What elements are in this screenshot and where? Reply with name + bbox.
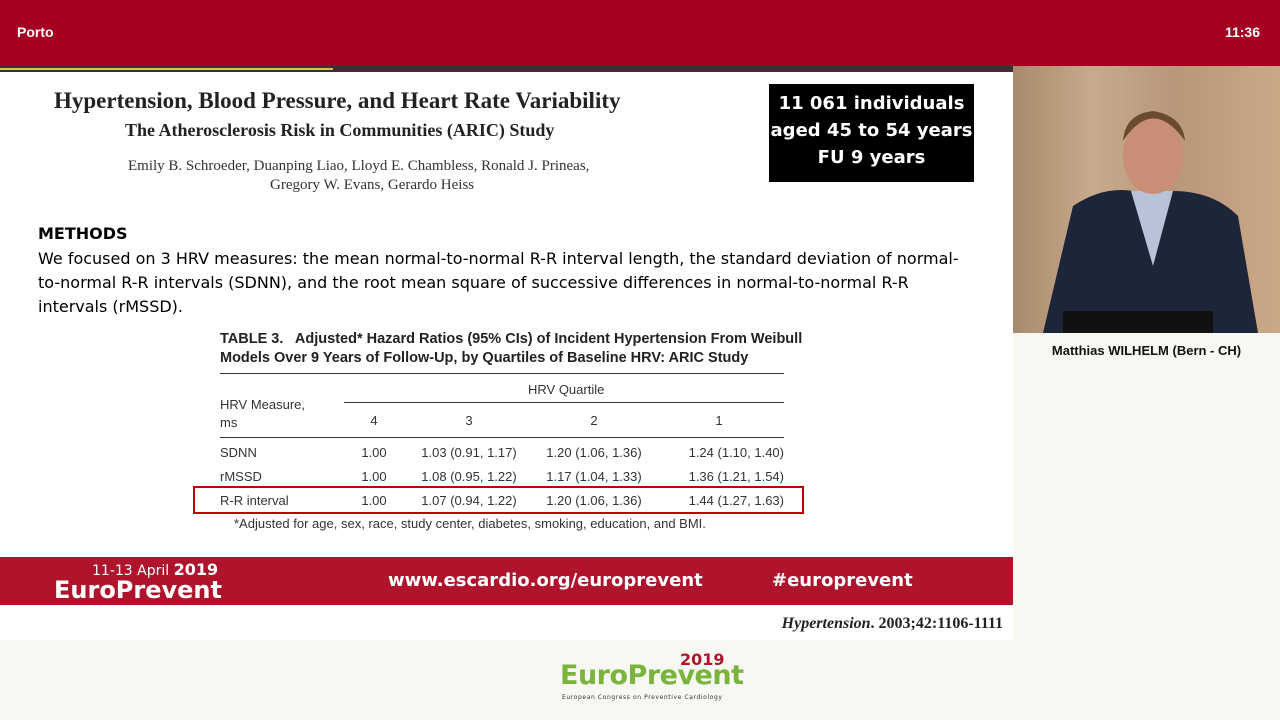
- table-cell: 1.20 (1.06, 1.36): [546, 444, 642, 460]
- measure-header: HRV Measure, ms: [220, 396, 305, 432]
- table-cell: 1.07 (0.94, 1.22): [421, 492, 517, 508]
- table-cell: 1.00: [361, 492, 387, 508]
- citation-ref: . 2003;42:1106-1111: [870, 615, 1003, 632]
- blank-cell: [220, 408, 344, 432]
- slide: Hypertension, Blood Pressure, and Heart …: [0, 72, 1013, 640]
- table-cell: 1.36 (1.21, 1.54): [688, 468, 784, 484]
- table-cell: 1.00: [361, 444, 387, 460]
- group-header: HRV Quartile: [528, 382, 605, 397]
- highlight-box: [193, 486, 804, 514]
- progress-fill: [0, 68, 333, 70]
- top-bar: Porto 11:36: [0, 0, 1280, 66]
- table-rule: [344, 402, 784, 403]
- logo-year: 2019: [680, 650, 725, 669]
- banner-brand: EuroPrevent: [54, 576, 222, 604]
- table-row: R-R interval 1.00 1.07 (0.94, 1.22) 1.20 (1…: [220, 488, 784, 512]
- table-row: rMSSD 1.00 1.08 (0.95, 1.22) 1.17 (1.04, 1.…: [220, 464, 784, 488]
- logo-tagline: European Congress on Preventive Cardiolo…: [562, 694, 723, 701]
- speaker-name: Matthias WILHELM (Bern - CH): [1051, 343, 1242, 358]
- dates: 11-13 April: [92, 563, 170, 579]
- table-title: TABLE 3. Adjusted* Hazard Ratios (95% CI…: [220, 330, 802, 368]
- logo-brand: EuroPrevent: [560, 660, 744, 691]
- table-cell: 1.03 (0.91, 1.17): [421, 444, 517, 460]
- year: 2019: [173, 560, 219, 579]
- methods-text: We focused on 3 HRV measures: the mean n…: [38, 249, 959, 316]
- banner-url[interactable]: www.escardio.org/europrevent: [388, 570, 703, 591]
- info-line: 11 061 individuals: [778, 93, 965, 114]
- info-box: 11 061 individuals aged 45 to 54 years F…: [769, 84, 974, 182]
- measure-header-line: HRV Measure,: [220, 397, 306, 412]
- column-header: 2: [590, 412, 598, 428]
- table-title-line: Models Over 9 Years of Follow-Up, by Qua…: [220, 350, 749, 366]
- paper-title: Hypertension, Blood Pressure, and Heart …: [54, 88, 621, 113]
- table-rule: [220, 373, 784, 374]
- info-line: FU 9 years: [817, 147, 926, 168]
- spacer-row: [220, 432, 784, 440]
- table-rule: [220, 437, 784, 438]
- measure-header-line: ms: [220, 415, 238, 430]
- authors-line: Gregory W. Evans, Gerardo Heiss: [270, 177, 475, 193]
- event-logo: 2019 EuroPrevent European Congress on Pr…: [560, 650, 750, 710]
- spacer-cell: [220, 432, 344, 440]
- table-cell: 1.20 (1.06, 1.36): [546, 492, 642, 508]
- column-header-row: 4 3 2 1: [220, 408, 784, 432]
- clock: 11:36: [1224, 24, 1260, 40]
- column-header: 1: [715, 412, 723, 428]
- table-cell: 1.08 (0.95, 1.22): [421, 468, 517, 484]
- authors-line: Emily B. Schroeder, Duanping Liao, Lloyd…: [128, 158, 590, 174]
- banner-hashtag: #europrevent: [772, 570, 913, 591]
- methods-heading: METHODS: [38, 224, 128, 243]
- progress-bar[interactable]: [0, 66, 1013, 72]
- table-cell: 1.17 (1.04, 1.33): [546, 468, 642, 484]
- row-label: SDNN: [220, 444, 257, 460]
- table-cell: 1.24 (1.10, 1.40): [688, 444, 784, 460]
- slide-banner: 11-13 April 2019 EuroPrevent www.escardi…: [0, 557, 1013, 605]
- table-cell: 1.44 (1.27, 1.63): [688, 492, 784, 508]
- banner-dates: 11-13 April 2019: [92, 560, 218, 579]
- citation: Hypertension. 2003;42:1106-1111: [782, 615, 1003, 633]
- table-cell: 1.00: [361, 468, 387, 484]
- row-label: R-R interval: [220, 492, 289, 508]
- journal: Hypertension: [781, 615, 871, 632]
- paper-subtitle: The Atherosclerosis Risk in Communities …: [125, 120, 555, 140]
- speaker-figure: [1043, 111, 1258, 333]
- column-header: 3: [465, 412, 473, 428]
- table-title-line: TABLE 3. Adjusted* Hazard Ratios (95% CI…: [220, 331, 803, 347]
- table-row: SDNN 1.00 1.03 (0.91, 1.17) 1.20 (1.06, 1.3…: [220, 440, 784, 464]
- table-footnote: *Adjusted for age, sex, race, study cent…: [234, 516, 706, 531]
- location: Porto: [17, 24, 54, 40]
- row-label: rMSSD: [220, 468, 262, 484]
- column-header: 4: [370, 412, 378, 428]
- hazard-table: 4 3 2 1 SDNN 1.00 1.03 (0.91, 1.17) 1.20 (1.06,…: [220, 408, 784, 512]
- speaker-video: [1013, 66, 1280, 333]
- info-line: aged 45 to 54 years: [770, 120, 973, 141]
